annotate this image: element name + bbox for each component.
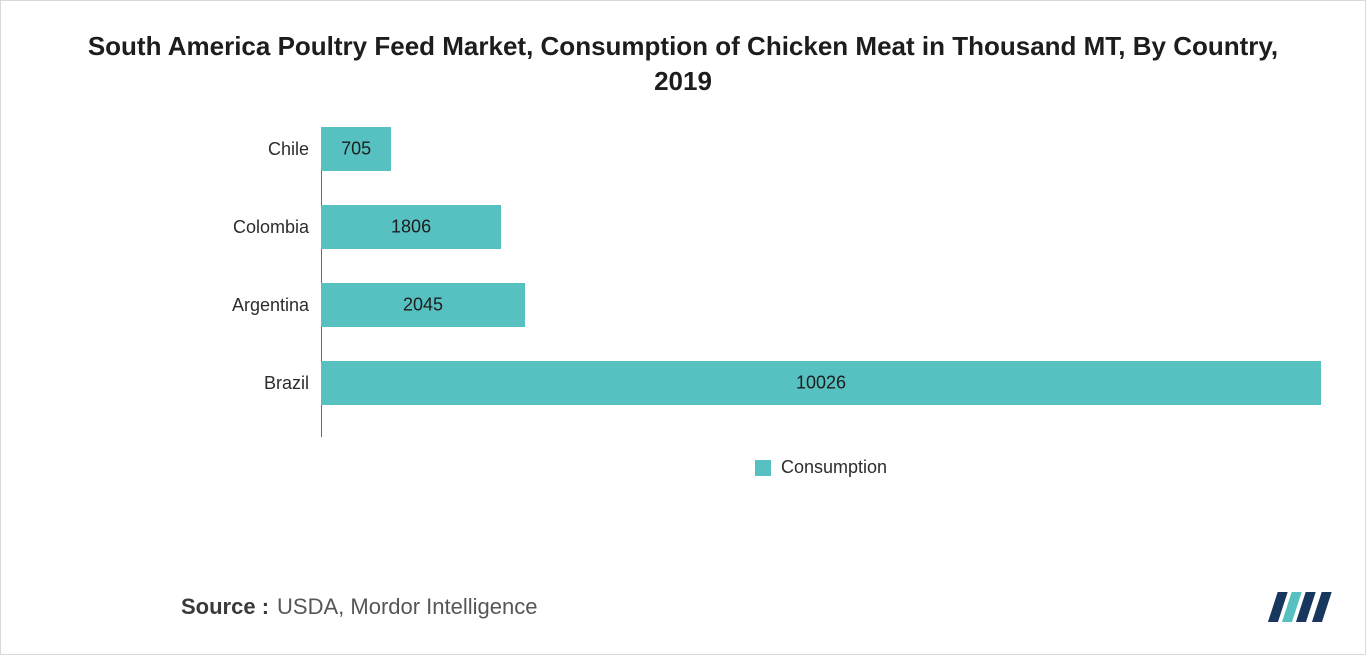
source-text: USDA, Mordor Intelligence <box>277 594 537 620</box>
source-line: Source : USDA, Mordor Intelligence <box>181 594 537 620</box>
legend-swatch <box>755 460 771 476</box>
category-label: Chile <box>268 139 321 160</box>
bar <box>321 127 391 171</box>
chart-frame: South America Poultry Feed Market, Consu… <box>0 0 1366 655</box>
brand-logo <box>1265 588 1335 626</box>
bar-row: Chile705 <box>321 127 1321 171</box>
legend: Consumption <box>321 457 1321 478</box>
bar-row: Brazil10026 <box>321 361 1321 405</box>
brand-logo-svg <box>1265 588 1335 626</box>
bar-row: Argentina2045 <box>321 283 1321 327</box>
chart-plot-area: Consumption Chile705Colombia1806Argentin… <box>321 127 1321 437</box>
source-label: Source : <box>181 594 269 620</box>
category-label: Argentina <box>232 295 321 316</box>
legend-label: Consumption <box>781 457 887 478</box>
bar-row: Colombia1806 <box>321 205 1321 249</box>
footer: Source : USDA, Mordor Intelligence <box>1 588 1365 626</box>
category-label: Colombia <box>233 217 321 238</box>
bar <box>321 283 525 327</box>
chart-title: South America Poultry Feed Market, Consu… <box>61 29 1305 99</box>
bar <box>321 361 1321 405</box>
category-label: Brazil <box>264 373 321 394</box>
bar <box>321 205 501 249</box>
